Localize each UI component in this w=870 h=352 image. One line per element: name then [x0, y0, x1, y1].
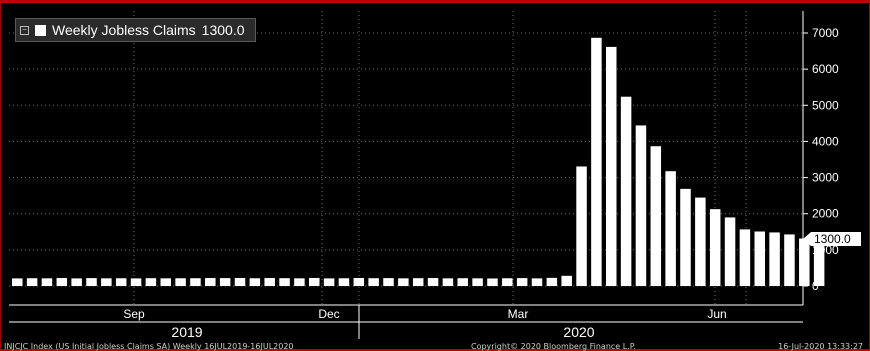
y-tick-label: 5000	[812, 98, 839, 112]
bar[interactable]	[799, 238, 810, 286]
bar[interactable]	[635, 125, 647, 286]
bar[interactable]	[101, 278, 112, 286]
bar[interactable]	[754, 231, 766, 286]
bar[interactable]	[398, 278, 409, 286]
bar[interactable]	[145, 278, 157, 286]
y-tick-label: 2000	[812, 207, 839, 221]
bar[interactable]	[234, 277, 246, 286]
bar[interactable]	[12, 278, 23, 286]
bar[interactable]	[472, 278, 483, 286]
bar[interactable]	[160, 278, 172, 286]
bar[interactable]	[353, 277, 365, 286]
bar[interactable]	[724, 217, 736, 286]
bar[interactable]	[606, 46, 617, 286]
y-tick-label: 3000	[812, 171, 839, 185]
y-tick-label: 1000	[812, 243, 839, 257]
y-tick-label: 7000	[812, 26, 839, 40]
bar[interactable]	[26, 278, 38, 286]
legend-value: 1300.0	[201, 22, 245, 38]
bar[interactable]	[427, 278, 439, 286]
bar[interactable]	[41, 278, 53, 286]
bar[interactable]	[531, 278, 543, 286]
bar[interactable]	[130, 278, 142, 286]
bar[interactable]	[784, 234, 795, 286]
x-month-label: Mar	[508, 307, 529, 321]
bar[interactable]	[190, 278, 201, 286]
bar[interactable]	[561, 275, 572, 286]
bar[interactable]	[813, 239, 825, 286]
bar[interactable]	[71, 278, 82, 286]
bar[interactable]	[620, 96, 632, 287]
x-year-label: 2020	[563, 324, 594, 340]
x-month-label: Jun	[707, 307, 726, 321]
bar[interactable]	[279, 278, 290, 286]
bar[interactable]	[338, 278, 350, 286]
bar[interactable]	[249, 278, 261, 286]
bar[interactable]	[591, 37, 602, 286]
legend-swatch	[35, 24, 46, 36]
bar[interactable]	[205, 278, 216, 286]
bar-layer	[12, 37, 825, 287]
bar[interactable]	[383, 278, 394, 286]
bar[interactable]	[546, 277, 558, 286]
bar[interactable]	[576, 166, 587, 286]
grid-layer	[9, 11, 803, 305]
bar[interactable]	[368, 278, 379, 286]
bar[interactable]	[695, 197, 706, 286]
bar[interactable]	[502, 278, 513, 286]
y-tick-label: 6000	[812, 62, 839, 76]
bar[interactable]	[487, 278, 498, 286]
x-month-label: Sep	[123, 307, 145, 321]
bar[interactable]	[115, 278, 127, 286]
axis-layer: 7000 6000 5000 4000 3000 2000 1000 0 1300.0 Sep De…	[9, 11, 861, 340]
y-tick-label: 0	[812, 279, 819, 293]
bar[interactable]	[175, 278, 186, 286]
footer-copyright: Copyright© 2020 Bloomberg Finance L.P.	[471, 342, 636, 351]
bar[interactable]	[457, 278, 469, 286]
bar[interactable]	[516, 278, 528, 286]
bar[interactable]	[294, 278, 305, 286]
legend[interactable]: − Weekly Jobless Claims 1300.0	[15, 18, 256, 42]
bar[interactable]	[650, 146, 662, 286]
bar[interactable]	[739, 229, 751, 286]
last-value-tag	[803, 232, 861, 247]
bar[interactable]	[442, 278, 454, 286]
bar[interactable]	[665, 171, 676, 286]
bar[interactable]	[412, 278, 424, 286]
footer-timestamp: 16-Jul-2020 13:33:27	[778, 342, 863, 351]
footer-ticker: INJCJC Index (US Initial Jobless Claims …	[4, 342, 294, 351]
x-month-label: Dec	[318, 307, 339, 321]
collapse-icon[interactable]: −	[20, 25, 29, 35]
y-tick-label: 4000	[812, 134, 839, 148]
bar[interactable]	[86, 278, 97, 286]
bar[interactable]	[323, 278, 335, 286]
bar[interactable]	[264, 278, 275, 286]
bar[interactable]	[709, 209, 721, 286]
legend-series-name: Weekly Jobless Claims	[52, 22, 196, 38]
bar[interactable]	[680, 188, 691, 286]
last-value-label: 1300.0	[814, 232, 851, 246]
bar[interactable]	[309, 277, 320, 286]
bar[interactable]	[769, 232, 780, 286]
bar[interactable]	[219, 278, 231, 286]
x-year-label: 2019	[171, 324, 202, 340]
chart-svg: 7000 6000 5000 4000 3000 2000 1000 0 1300.0 Sep De…	[9, 11, 861, 340]
bar[interactable]	[56, 278, 68, 286]
